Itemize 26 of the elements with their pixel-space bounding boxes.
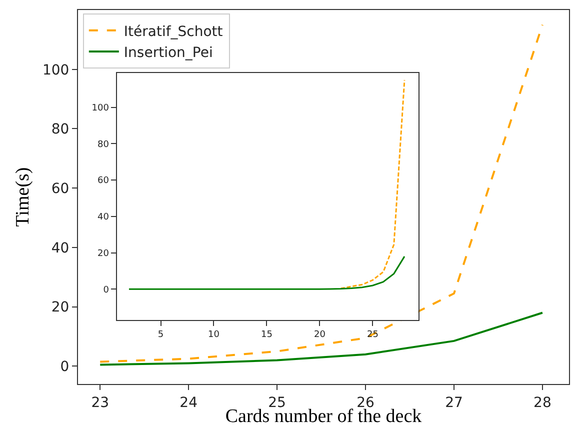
line-series xyxy=(128,256,406,290)
x-tick-label: 5 xyxy=(158,330,164,340)
x-tick-label: 15 xyxy=(261,330,272,340)
y-tick-label: 80 xyxy=(98,140,110,150)
y-tick-label: 20 xyxy=(98,248,110,259)
y-tick-label: 40 xyxy=(98,212,110,223)
x-tick-label: 27 xyxy=(445,394,463,411)
line-series xyxy=(99,312,544,366)
y-tick-label: 80 xyxy=(51,122,70,138)
y-tick-label: 40 xyxy=(51,240,70,256)
x-tick-label: 24 xyxy=(180,394,198,411)
y-axis-title: Time(s) xyxy=(12,167,34,227)
legend-label: Insertion_Pei xyxy=(124,45,213,61)
legend-label: Itératif_Schott xyxy=(124,24,224,40)
x-tick-label: 20 xyxy=(314,330,326,340)
y-tick-label: 20 xyxy=(51,300,70,316)
x-tick-label: 23 xyxy=(91,394,110,411)
y-tick-label: 60 xyxy=(98,176,110,186)
y-tick-label: 0 xyxy=(60,359,70,376)
y-tick-label: 0 xyxy=(103,285,110,296)
line-series xyxy=(340,79,406,290)
x-tick-label: 10 xyxy=(208,330,220,340)
y-tick-label: 100 xyxy=(42,62,70,78)
x-tick-label: 28 xyxy=(534,394,552,411)
y-tick-label: 100 xyxy=(92,104,110,114)
y-tick-label: 60 xyxy=(51,181,70,197)
